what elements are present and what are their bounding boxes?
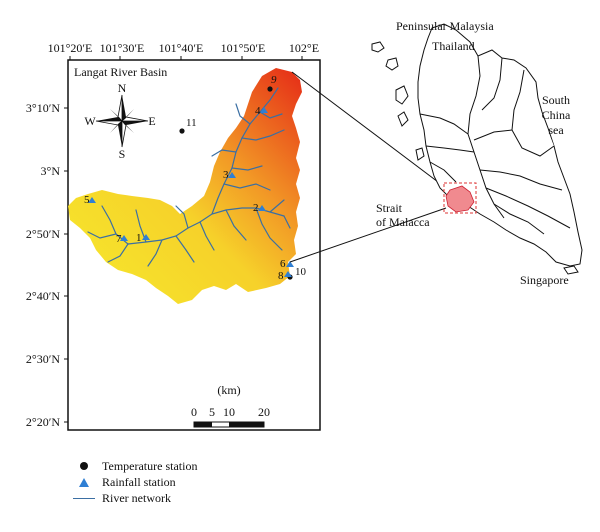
scale-bar [193, 421, 265, 428]
legend-river: River network [72, 490, 197, 506]
temperature-station-11 [179, 128, 185, 134]
label-peninsular-malaysia: Peninsular Malaysia [396, 19, 494, 33]
station-label-3: 3 [223, 169, 229, 181]
label-strait-1: Strait [376, 201, 403, 215]
lat-label-4: 2°40′N [26, 289, 60, 303]
lon-ticks [69, 56, 303, 60]
label-singapore: Singapore [520, 273, 569, 287]
station-label-5: 5 [84, 194, 90, 206]
inset-islands [371, 41, 425, 161]
label-south-china-sea-2: China [542, 108, 571, 122]
rainfall-station-8 [284, 271, 292, 277]
label-strait-2: of Malacca [376, 215, 430, 229]
rainfall-station-5 [88, 197, 96, 203]
legend-river-label: River network [102, 490, 171, 505]
legend-rainfall: Rainfall station [72, 474, 197, 490]
lat-label-6: 2°20′N [26, 415, 60, 429]
scale-title: (km) [217, 383, 240, 397]
legend: Temperature station Rainfall station Riv… [72, 458, 197, 506]
station-label-2: 2 [253, 202, 259, 214]
station-label-6: 6 [280, 258, 286, 270]
legend-temperature: Temperature station [72, 458, 197, 474]
rainfall-triangle-icon [72, 477, 96, 487]
inset-langat-basin [445, 185, 475, 213]
rainfall-station-6 [286, 261, 294, 267]
compass-w: W [84, 114, 96, 128]
lat-label-2: 3°N [41, 164, 61, 178]
legend-temperature-label: Temperature station [102, 458, 198, 473]
station-label-7: 7 [116, 233, 122, 245]
lat-label-5: 2°30′N [26, 352, 60, 366]
inset-connector-lines [289, 71, 447, 263]
scale-tick-20: 20 [258, 405, 270, 419]
lat-ticks [64, 107, 68, 423]
temperature-dot-icon [72, 462, 96, 470]
river-line-icon [72, 497, 96, 499]
rainfall-station-4 [260, 107, 268, 113]
station-label-9: 9 [271, 74, 277, 86]
label-thailand: Thailand [432, 39, 475, 53]
compass-rose [95, 94, 149, 148]
scale-tick-5: 5 [209, 405, 215, 419]
lat-label-1: 3°10′N [26, 101, 60, 115]
rainfall-station-1 [142, 234, 150, 240]
scale-tick-10: 10 [223, 405, 235, 419]
lon-label-4: 101°50′E [221, 41, 266, 55]
lon-label-3: 101°40′E [159, 41, 204, 55]
station-label-11: 11 [186, 117, 197, 129]
lat-label-3: 2°50′N [26, 227, 60, 241]
compass-n: N [118, 81, 127, 95]
scale-tick-0: 0 [191, 405, 197, 419]
inset-peninsular-map [417, 23, 583, 267]
station-label-8: 8 [278, 270, 284, 282]
station-label-1: 1 [136, 232, 142, 244]
lon-label-2: 101°30′E [100, 41, 145, 55]
lon-label-1: 101°20′E [48, 41, 93, 55]
station-label-10: 10 [295, 266, 307, 278]
rainfall-station-3 [228, 172, 236, 178]
basin-title: Langat River Basin [74, 65, 167, 79]
rainfall-station-2 [258, 205, 266, 211]
rainfall-station-7 [120, 235, 128, 241]
inset-highlight-box [443, 182, 477, 214]
compass-e: E [148, 114, 155, 128]
compass-s: S [119, 147, 126, 161]
langat-basin-area [68, 68, 302, 304]
temperature-station-9 [267, 86, 273, 92]
station-label-4: 4 [255, 105, 261, 117]
label-south-china-sea-1: South [542, 93, 570, 107]
inset-singapore [563, 265, 579, 275]
river-network [87, 87, 291, 267]
label-south-china-sea-3: sea [548, 123, 564, 137]
lon-label-5: 102°E [289, 41, 319, 55]
legend-rainfall-label: Rainfall station [102, 474, 176, 489]
